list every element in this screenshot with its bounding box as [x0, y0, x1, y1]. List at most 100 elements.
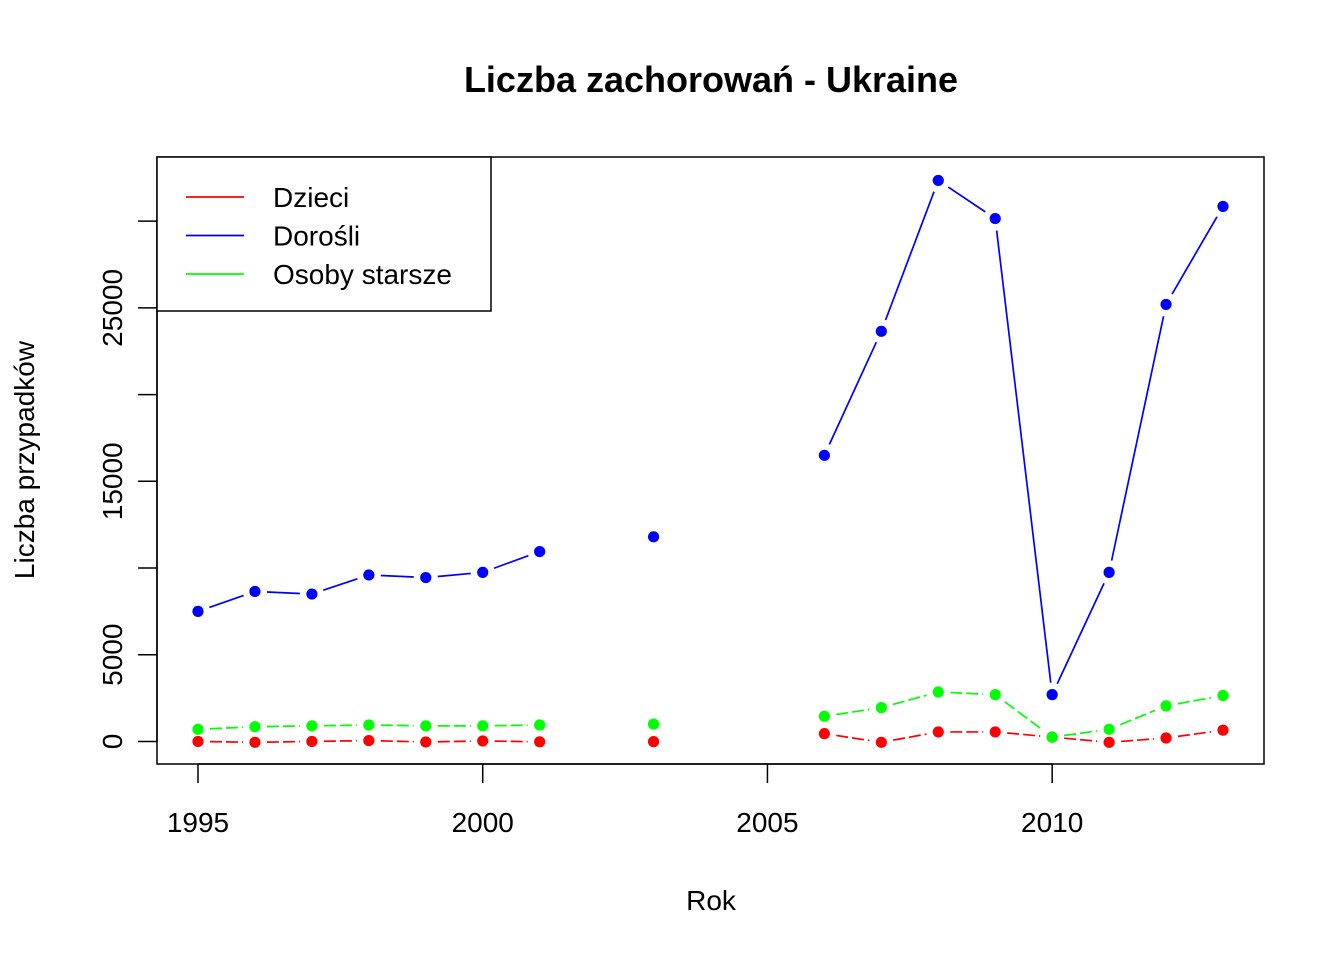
data-point: [477, 566, 489, 578]
data-point: [534, 736, 546, 748]
series-0: [192, 724, 1229, 748]
series-segment: [892, 733, 927, 742]
series-segment: [322, 577, 358, 592]
x-tick-label: 2000: [452, 807, 514, 838]
series-segment: [266, 591, 300, 595]
data-point: [1160, 298, 1172, 311]
chart-title: Liczba zachorowań - Ukraine: [464, 59, 958, 100]
legend-label: Dzieci: [273, 182, 349, 213]
series-segment: [995, 230, 1052, 683]
data-point: [1103, 566, 1115, 578]
series-segment: [1177, 730, 1212, 738]
x-tick-label: 2005: [736, 807, 798, 838]
series-segment: [1007, 732, 1041, 737]
legend-label: Dorośli: [273, 221, 360, 252]
data-point: [1103, 723, 1115, 735]
series-segment: [1171, 216, 1218, 295]
data-point: [420, 571, 432, 584]
data-point: [818, 449, 830, 461]
series-1: [192, 174, 1229, 701]
x-tick-label: 1995: [167, 807, 229, 838]
y-axis-label: Liczba przypadków: [9, 340, 40, 579]
data-point: [875, 736, 887, 748]
data-point: [989, 212, 1001, 225]
data-point: [989, 689, 1001, 701]
data-point: [363, 569, 375, 581]
data-point: [363, 719, 375, 731]
data-point: [249, 736, 261, 748]
y-tick-label: 5000: [97, 624, 128, 686]
series-segment: [380, 740, 414, 743]
data-point: [1046, 731, 1058, 743]
series-segment: [1119, 709, 1156, 726]
data-point: [192, 735, 204, 748]
series-segment: [209, 740, 243, 743]
legend-label: Osoby starsze: [273, 259, 452, 290]
data-point: [875, 702, 887, 714]
series-segment: [266, 725, 300, 728]
series-segment: [1056, 582, 1105, 685]
y-tick-label: 0: [97, 734, 128, 750]
series-segment: [437, 740, 471, 743]
data-point: [534, 545, 546, 558]
series-segment: [836, 734, 870, 742]
y-tick-label: 15000: [97, 442, 128, 520]
series-segment: [380, 724, 414, 727]
series-segment: [1121, 738, 1155, 743]
series-segment: [1110, 315, 1165, 561]
data-point: [647, 531, 660, 543]
data-point: [534, 719, 546, 731]
data-point: [875, 325, 887, 337]
x-axis-label: Rok: [686, 885, 737, 916]
series-segment: [947, 186, 986, 213]
data-point: [1103, 736, 1115, 748]
data-point: [818, 728, 830, 740]
series-segment: [836, 708, 870, 716]
data-point: [932, 174, 944, 187]
data-point: [477, 735, 489, 747]
data-point: [363, 734, 375, 747]
y-tick-label: 25000: [97, 269, 128, 347]
data-point: [306, 735, 318, 748]
y-axis: 0 5000 15000 25000: [97, 220, 158, 750]
series-segment: [323, 739, 357, 743]
data-point: [420, 736, 432, 748]
series-segment: [892, 694, 927, 706]
series-segment: [493, 554, 529, 570]
series-layer: [192, 174, 1229, 748]
data-point: [420, 720, 432, 732]
x-tick-label: 2010: [1021, 807, 1083, 838]
x-axis: 1995 2000 2005 2010: [167, 763, 1083, 838]
series-segment: [494, 740, 528, 743]
data-point: [192, 605, 204, 617]
series-segment: [1004, 701, 1044, 731]
series-segment: [437, 572, 471, 578]
series-segment: [1177, 696, 1212, 705]
data-point: [932, 686, 944, 698]
series-segment: [1063, 730, 1098, 737]
series-segment: [950, 691, 984, 695]
data-point: [989, 726, 1001, 738]
data-point: [1160, 732, 1172, 744]
data-point: [1046, 689, 1058, 701]
series-segment: [209, 726, 243, 730]
data-point: [306, 720, 318, 732]
data-point: [306, 588, 318, 600]
series-segment: [380, 574, 414, 578]
series-segment: [494, 724, 528, 727]
series-segment: [828, 341, 878, 445]
data-point: [1217, 200, 1229, 213]
series-segment: [209, 594, 244, 609]
series-segment: [323, 724, 357, 727]
data-point: [477, 720, 489, 732]
legend: Dzieci Dorośli Osoby starsze: [156, 156, 492, 312]
data-point: [1160, 700, 1172, 712]
series-2: [192, 686, 1229, 743]
data-point: [647, 718, 660, 730]
data-point: [1217, 724, 1229, 736]
data-point: [249, 721, 261, 733]
series-segment: [266, 740, 300, 743]
data-point: [818, 710, 830, 722]
data-point: [932, 726, 944, 738]
